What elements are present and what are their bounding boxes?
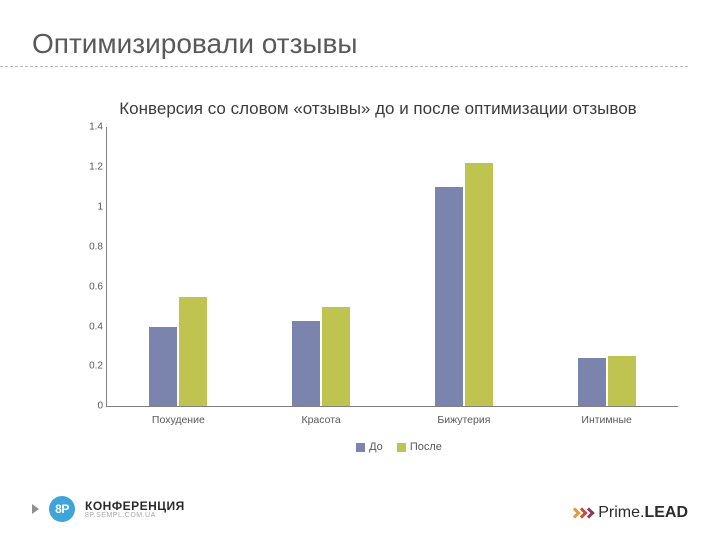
- slide-title: Оптимизировали отзывы: [0, 0, 688, 67]
- bar-group: Красота: [250, 127, 393, 406]
- legend-swatch: [356, 443, 365, 452]
- category-label: Интимные: [535, 406, 678, 426]
- legend-swatch: [397, 443, 406, 452]
- brand-text: Prime.LEAD: [598, 504, 688, 522]
- bar: [292, 321, 320, 407]
- y-tick: 1: [73, 201, 103, 212]
- y-tick: 0: [73, 401, 103, 412]
- y-tick: 0.4: [73, 321, 103, 332]
- bar: [578, 358, 606, 406]
- legend-label: До: [369, 441, 383, 453]
- bar: [465, 163, 493, 406]
- category-label: Похудение: [107, 406, 250, 426]
- y-tick: 1.4: [73, 122, 103, 133]
- arrow-icon: [32, 504, 39, 514]
- chevron-icon: [584, 507, 595, 518]
- y-tick: 0.6: [73, 281, 103, 292]
- conference-text: КОНФЕРЕНЦИЯ 8P.SEMPL.COM.UA: [85, 499, 185, 519]
- chart-plot-area: ПохудениеКрасотаБижутерияИнтимные 00.20.…: [106, 127, 678, 407]
- chart: Конверсия со словом «отзывы» до и после …: [78, 98, 678, 453]
- y-tick: 0.2: [73, 361, 103, 372]
- bar: [435, 187, 463, 406]
- y-tick: 0.8: [73, 241, 103, 252]
- chevron-icon: [571, 509, 592, 517]
- conference-line2: 8P.SEMPL.COM.UA: [85, 512, 185, 519]
- chart-legend: До После: [106, 441, 678, 453]
- bar: [322, 307, 350, 407]
- bar: [608, 356, 636, 406]
- chart-bars: ПохудениеКрасотаБижутерияИнтимные: [107, 127, 678, 406]
- footer-left: 8P КОНФЕРЕНЦИЯ 8P.SEMPL.COM.UA: [32, 496, 185, 522]
- bar-group: Бижутерия: [393, 127, 536, 406]
- badge-8p: 8P: [49, 496, 75, 522]
- conference-line1: КОНФЕРЕНЦИЯ: [85, 499, 185, 513]
- legend-label: После: [410, 441, 442, 453]
- bar-group: Интимные: [535, 127, 678, 406]
- category-label: Красота: [250, 406, 393, 426]
- bar: [149, 327, 177, 407]
- y-tick: 1.2: [73, 162, 103, 173]
- bar: [179, 297, 207, 407]
- bar-group: Похудение: [107, 127, 250, 406]
- brand-bold: LEAD: [644, 504, 688, 521]
- category-label: Бижутерия: [393, 406, 536, 426]
- chart-title: Конверсия со словом «отзывы» до и после …: [78, 98, 678, 119]
- footer-right: Prime.LEAD: [571, 504, 688, 522]
- brand-prefix: Prime.: [598, 504, 644, 521]
